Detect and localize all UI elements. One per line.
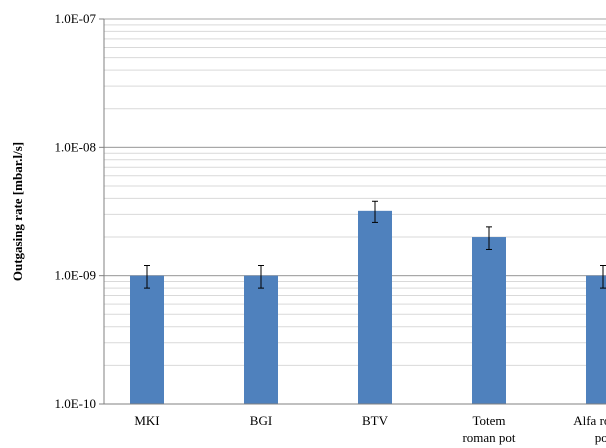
error-bars bbox=[144, 200, 606, 289]
y-tick-label: 1.0E-07 bbox=[54, 11, 96, 26]
bar bbox=[472, 237, 506, 404]
x-category-label-line: Totem bbox=[472, 413, 505, 428]
x-category-label-line: roman pot bbox=[462, 430, 515, 445]
x-category-label-line: BTV bbox=[362, 413, 389, 428]
x-category-label-line: Alfa roman bbox=[573, 413, 606, 428]
x-category-label-line: BGI bbox=[250, 413, 272, 428]
x-category-label: BGI bbox=[250, 413, 272, 428]
bar bbox=[130, 275, 164, 404]
x-category-label: MKI bbox=[134, 413, 159, 428]
x-category-label-line: pot bbox=[595, 430, 606, 445]
x-category-label: BTV bbox=[362, 413, 389, 428]
bar bbox=[586, 275, 606, 404]
y-tick-label: 1.0E-08 bbox=[54, 139, 96, 154]
y-tick-label: 1.0E-10 bbox=[54, 396, 96, 411]
bar bbox=[358, 210, 392, 404]
x-category-label-line: MKI bbox=[134, 413, 159, 428]
y-axis-label: Outgasing rate [mbar.l/s] bbox=[10, 142, 25, 281]
y-tick-label: 1.0E-09 bbox=[54, 268, 96, 283]
x-category-label: Alfa roman pot bbox=[573, 413, 606, 445]
y-axis-ticks: 1.0E-10 1.0E-09 1.0E-08 1.0E-07 bbox=[54, 11, 104, 411]
gridlines bbox=[104, 18, 606, 405]
x-category-label: Totem roman pot bbox=[462, 413, 515, 445]
bars bbox=[130, 210, 606, 404]
bar bbox=[244, 275, 278, 404]
